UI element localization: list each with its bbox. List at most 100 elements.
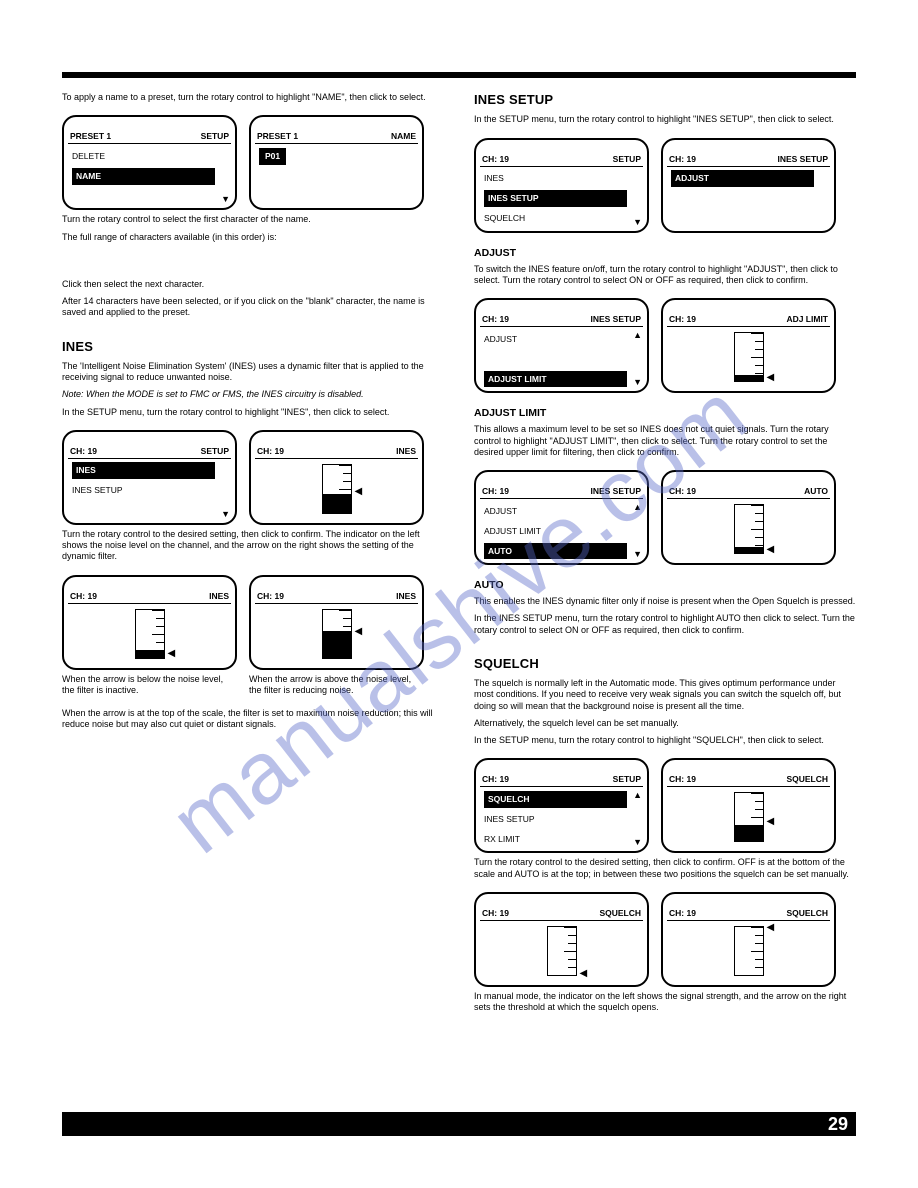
lcd-row: CH: 19 SETUP INES INES SETUP SQUELCH ▼ CH… xyxy=(474,138,856,233)
lcd-title-r: INES xyxy=(396,591,416,602)
para: In the INES SETUP menu, turn the rotary … xyxy=(474,613,856,636)
manual-page: manualshive.com SYSTEM SETUP To apply a … xyxy=(0,0,918,1188)
gauge-icon xyxy=(734,792,764,842)
para: To apply a name to a preset, turn the ro… xyxy=(62,92,444,103)
left-column: To apply a name to a preset, turn the ro… xyxy=(62,92,444,1019)
gauge-icon xyxy=(734,332,764,382)
lcd-title-l: CH: 19 xyxy=(482,486,509,497)
lcd-title-l: PRESET 1 xyxy=(257,131,298,142)
lcd-ines-setup: CH: 19SETUP INES INES SETUP ▼ xyxy=(62,430,237,525)
lcd-title-r: AUTO xyxy=(804,486,828,497)
gauge-pointer-icon: ◀ xyxy=(355,486,363,499)
para: Alternatively, the squelch level can be … xyxy=(474,718,856,729)
lcd-row: CH: 19SETUP INES INES SETUP ▼ CH: 19 INES xyxy=(62,430,444,525)
lcd-arrow-down-icon: ▼ xyxy=(221,510,230,519)
lcd: CH: 19SETUP SQUELCH INES SETUP RX LIMIT … xyxy=(474,758,649,853)
lcd-arrow-down-icon: ▼ xyxy=(633,838,642,847)
lcd-title-l: CH: 19 xyxy=(669,486,696,497)
lcd-title-l: CH: 19 xyxy=(257,591,284,602)
para: This enables the INES dynamic filter onl… xyxy=(474,596,856,607)
page-number: 29 xyxy=(820,1112,856,1136)
gauge-pointer-icon: ◀ xyxy=(168,647,176,660)
lcd-title-l: CH: 19 xyxy=(482,314,509,325)
lcd-title-r: INES xyxy=(396,446,416,457)
lcd-title-r: INES SETUP xyxy=(777,154,828,165)
lcd-arrow-up-icon: ▲ xyxy=(633,503,642,512)
lcd-arrow-up-icon: ▲ xyxy=(633,331,642,340)
section-heading: INES xyxy=(62,339,444,355)
lcd-sq-off: CH: 19SQUELCH ◀ xyxy=(474,892,649,987)
lcd-title-r: SETUP xyxy=(613,154,641,165)
gauge-icon xyxy=(547,926,577,976)
para: In the SETUP menu, turn the rotary contr… xyxy=(474,114,856,125)
gauge-pointer-icon: ◀ xyxy=(767,544,775,557)
lcd-title-l: CH: 19 xyxy=(482,154,509,165)
lcd-title-l: CH: 19 xyxy=(669,154,696,165)
para: Click then select the next character. xyxy=(62,279,444,290)
lcd-row-hilite: NAME xyxy=(72,168,215,185)
lcd-row-text: INES SETUP xyxy=(484,810,627,828)
lcd-arrow-down-icon: ▼ xyxy=(633,218,642,227)
para: In the SETUP menu, turn the rotary contr… xyxy=(62,407,444,418)
para: Turn the rotary control to select the fi… xyxy=(62,214,444,225)
note: Note: When the MODE is set to FMC or FMS… xyxy=(62,389,444,400)
lcd-preset-setup: PRESET 1 SETUP DELETE NAME ▼ xyxy=(62,115,237,210)
lcd-title-l: CH: 19 xyxy=(482,908,509,919)
lcd-row-hilite: SQUELCH xyxy=(484,791,627,808)
lcd-title-r: NAME xyxy=(391,131,416,142)
lcd: CH: 19SQUELCH ◀ xyxy=(661,758,836,853)
lcd-ines-high: CH: 19INES ◀ xyxy=(249,575,424,670)
lcd-row-text: RX LIMIT xyxy=(484,830,627,848)
lcd-row-text: DELETE xyxy=(72,147,215,165)
lcd-ines-low: CH: 19INES ◀ xyxy=(62,575,237,670)
section-heading: INES SETUP xyxy=(474,92,856,108)
lcd-row: CH: 19INES SETUP ADJUST ADJUST LIMIT ▲ ▼… xyxy=(474,298,856,393)
lcd-title-l: CH: 19 xyxy=(669,314,696,325)
lcd: CH: 19 INES SETUP ADJUST xyxy=(661,138,836,233)
header-section-label: SYSTEM SETUP xyxy=(516,38,856,56)
lcd-arrow-down-icon: ▼ xyxy=(221,195,230,204)
gauge-icon xyxy=(135,609,165,659)
lcd: CH: 19SETUP INES INES SETUP SQUELCH ▼ xyxy=(474,138,649,233)
right-column: INES SETUP In the SETUP menu, turn the r… xyxy=(474,92,856,1019)
footer-rule xyxy=(62,1112,856,1136)
caption: When the arrow is below the noise level,… xyxy=(62,674,237,697)
caption: When the arrow is above the noise level,… xyxy=(249,674,424,697)
lcd-arrow-down-icon: ▼ xyxy=(633,378,642,387)
lcd-row: CH: 19INES SETUP ADJUST ADJUST LIMIT AUT… xyxy=(474,470,856,565)
lcd-row-hilite: INES xyxy=(72,462,215,479)
gauge-icon xyxy=(734,926,764,976)
sub-heading: ADJUST xyxy=(474,247,856,260)
lcd-row-text: INES xyxy=(484,170,627,188)
sub-heading: ADJUST LIMIT xyxy=(474,407,856,420)
lcd-row-text: SQUELCH xyxy=(484,210,627,228)
lcd-ines-gauge: CH: 19INES ◀ xyxy=(249,430,424,525)
lcd-title-r: SQUELCH xyxy=(786,774,828,785)
lcd-title-l: CH: 19 xyxy=(70,446,97,457)
header-rule xyxy=(62,72,856,78)
lcd-title-r: INES SETUP xyxy=(590,486,641,497)
gauge-icon xyxy=(322,464,352,514)
gauge-icon xyxy=(322,609,352,659)
lcd-title-l: CH: 19 xyxy=(669,908,696,919)
charset: blank ! " # $ % & ' ( ) * + , - . / : ; … xyxy=(62,249,444,273)
lcd-row-hilite: AUTO xyxy=(484,543,627,560)
lcd-row-text: ADJUST xyxy=(484,330,627,348)
lcd-title-r: SETUP xyxy=(201,131,229,142)
lcd-row-hilite: ADJUST xyxy=(671,170,814,187)
lcd-row-text: INES SETUP xyxy=(72,482,215,500)
gauge-pointer-icon: ◀ xyxy=(767,372,775,385)
lcd-row: CH: 19INES ◀ CH: 19INES ◀ xyxy=(62,575,444,670)
lcd-title-l: PRESET 1 xyxy=(70,131,111,142)
lcd-title-r: SQUELCH xyxy=(786,908,828,919)
lcd-title-l: CH: 19 xyxy=(70,591,97,602)
gauge-icon xyxy=(734,504,764,554)
section-heading: SQUELCH xyxy=(474,656,856,672)
para: The full range of characters available (… xyxy=(62,232,444,243)
gauge-pointer-icon: ◀ xyxy=(767,816,775,829)
lcd-row-text: ADJUST xyxy=(484,502,627,520)
lcd-row: PRESET 1 SETUP DELETE NAME ▼ PRESET 1 NAME… xyxy=(62,115,444,210)
lcd-row: CH: 19SETUP SQUELCH INES SETUP RX LIMIT … xyxy=(474,758,856,853)
sub-heading: AUTO xyxy=(474,579,856,592)
lcd-title-r: INES SETUP xyxy=(590,314,641,325)
